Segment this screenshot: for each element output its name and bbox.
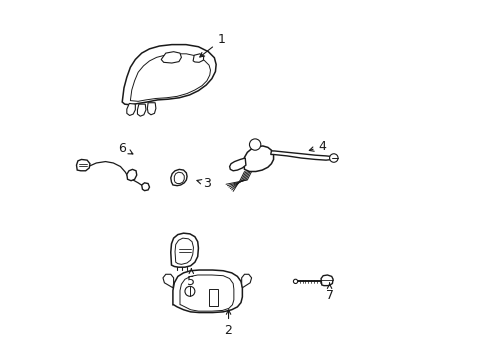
Polygon shape <box>142 183 149 191</box>
Polygon shape <box>180 275 233 311</box>
Polygon shape <box>126 169 137 181</box>
Polygon shape <box>122 45 216 105</box>
Text: 7: 7 <box>325 283 333 302</box>
Polygon shape <box>173 270 242 312</box>
Polygon shape <box>161 52 181 63</box>
Polygon shape <box>244 146 273 171</box>
Text: 4: 4 <box>309 140 326 153</box>
Text: 1: 1 <box>200 33 225 57</box>
Polygon shape <box>130 54 210 101</box>
Polygon shape <box>321 275 332 285</box>
Polygon shape <box>174 172 184 184</box>
Circle shape <box>249 139 260 150</box>
Polygon shape <box>147 103 156 115</box>
Text: 5: 5 <box>187 269 195 288</box>
Text: 2: 2 <box>224 310 232 337</box>
Circle shape <box>184 286 195 296</box>
Text: 6: 6 <box>118 141 133 154</box>
Polygon shape <box>241 274 251 288</box>
Polygon shape <box>270 151 332 160</box>
Polygon shape <box>76 159 90 171</box>
Polygon shape <box>170 233 198 267</box>
Polygon shape <box>163 274 173 288</box>
Polygon shape <box>209 289 217 306</box>
Circle shape <box>329 154 337 162</box>
Polygon shape <box>137 104 145 116</box>
Polygon shape <box>126 103 135 116</box>
Polygon shape <box>175 238 193 264</box>
Circle shape <box>293 279 297 283</box>
Polygon shape <box>229 158 245 171</box>
Text: 3: 3 <box>197 177 211 190</box>
Polygon shape <box>170 169 187 186</box>
Polygon shape <box>193 54 203 62</box>
